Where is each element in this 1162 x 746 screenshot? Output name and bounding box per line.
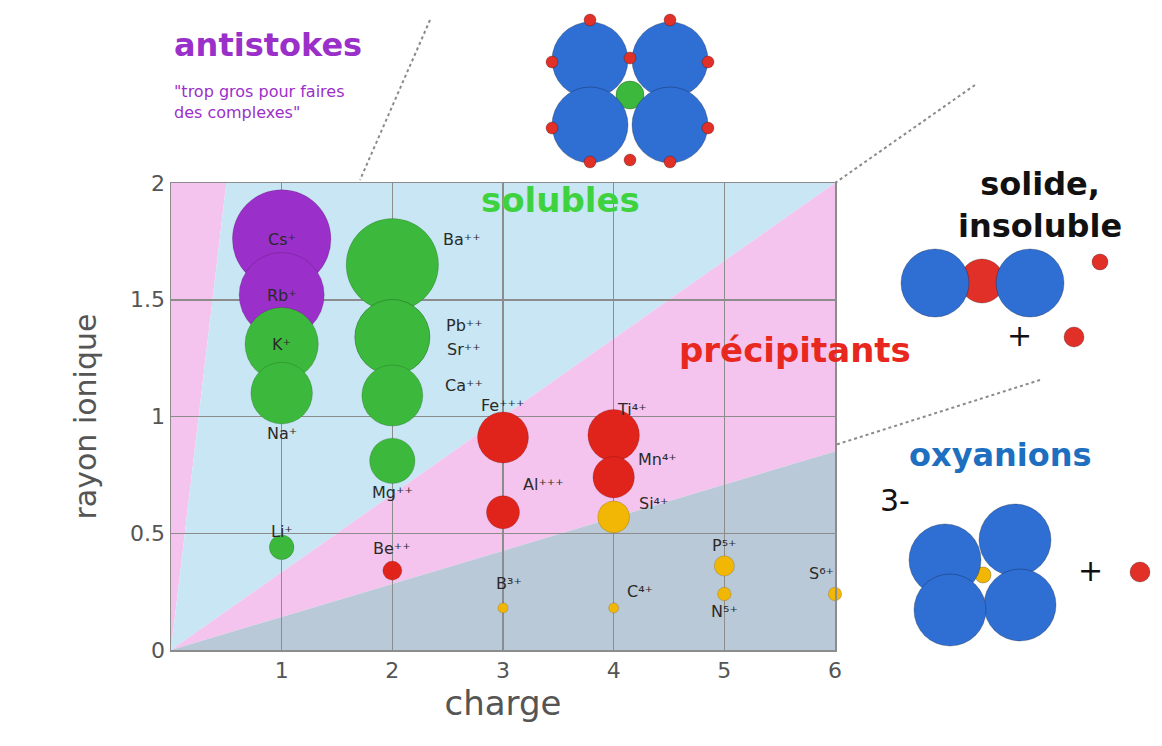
svg-text:S⁶⁺: S⁶⁺ (809, 564, 834, 583)
svg-text:Sr⁺⁺: Sr⁺⁺ (447, 340, 481, 359)
svg-text:P⁵⁺: P⁵⁺ (712, 536, 737, 555)
svg-text:Fe⁺⁺⁺: Fe⁺⁺⁺ (481, 396, 525, 415)
svg-text:+: + (1078, 553, 1103, 588)
svg-text:Li⁺: Li⁺ (271, 522, 293, 541)
svg-text:1: 1 (151, 404, 165, 429)
svg-text:Be⁺⁺: Be⁺⁺ (373, 539, 411, 558)
svg-text:Mn⁴⁺: Mn⁴⁺ (638, 450, 677, 469)
svg-text:1.5: 1.5 (130, 287, 165, 312)
svg-text:rayon ionique: rayon ionique (68, 314, 103, 520)
svg-text:charge: charge (445, 683, 562, 723)
svg-text:0.5: 0.5 (130, 521, 165, 546)
svg-text:Ba⁺⁺: Ba⁺⁺ (443, 230, 481, 249)
svg-text:"trop gros pour fairesdes comp: "trop gros pour fairesdes complexes" (174, 82, 345, 122)
svg-text:Al⁺⁺⁺: Al⁺⁺⁺ (523, 475, 564, 494)
svg-text:4: 4 (607, 658, 621, 683)
svg-text:2: 2 (151, 171, 165, 196)
svg-text:Mg⁺⁺: Mg⁺⁺ (372, 483, 413, 502)
svg-text:3: 3 (496, 658, 510, 683)
svg-text:Rb⁺: Rb⁺ (267, 286, 297, 305)
svg-text:B³⁺: B³⁺ (496, 574, 522, 593)
svg-text:solubles: solubles (481, 180, 640, 220)
svg-text:2: 2 (385, 658, 399, 683)
svg-text:1: 1 (275, 658, 289, 683)
svg-text:N⁵⁺: N⁵⁺ (711, 602, 738, 621)
svg-text:Ti⁴⁺: Ti⁴⁺ (617, 400, 647, 419)
svg-text:C⁴⁺: C⁴⁺ (627, 582, 653, 601)
svg-text:+: + (1007, 318, 1032, 353)
svg-text:précipitants: précipitants (679, 330, 911, 370)
svg-text:antistokes: antistokes (174, 26, 362, 64)
svg-text:6: 6 (828, 658, 842, 683)
svg-text:0: 0 (151, 638, 165, 663)
svg-text:3-: 3- (880, 483, 910, 518)
svg-text:5: 5 (717, 658, 731, 683)
svg-text:K⁺: K⁺ (272, 335, 291, 354)
svg-text:Cs⁺: Cs⁺ (268, 230, 296, 249)
svg-text:Si⁴⁺: Si⁴⁺ (639, 494, 668, 513)
svg-text:Ca⁺⁺: Ca⁺⁺ (445, 376, 483, 395)
svg-text:Na⁺: Na⁺ (267, 424, 297, 443)
svg-text:oxyanions: oxyanions (909, 436, 1092, 474)
svg-text:solide,insoluble: solide,insoluble (958, 165, 1122, 245)
svg-text:Pb⁺⁺: Pb⁺⁺ (446, 316, 483, 335)
